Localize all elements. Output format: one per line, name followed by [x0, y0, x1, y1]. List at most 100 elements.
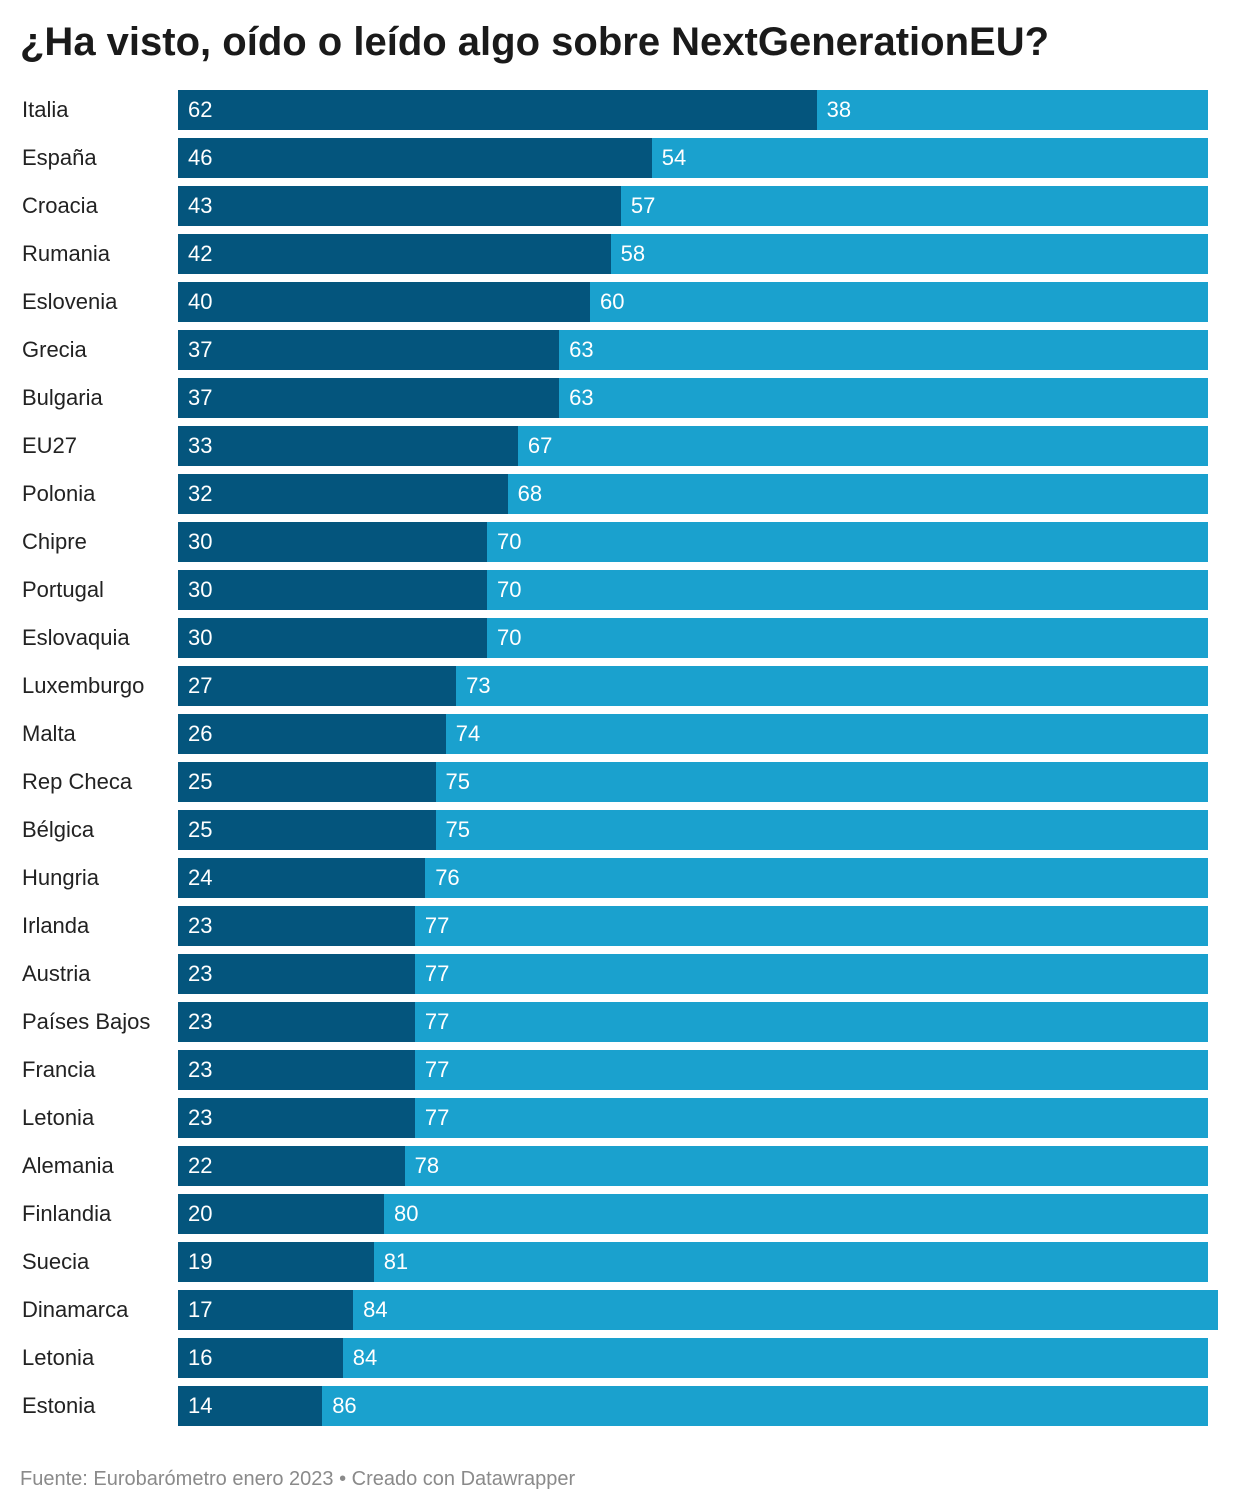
data-label: 58 — [620, 241, 646, 266]
bar-segment-series-2 — [414, 1098, 1208, 1138]
bar-segment-series-1 — [178, 234, 611, 274]
bar-row: Irlanda 23 77 — [0, 906, 1240, 946]
stacked-bar-chart: Italia 62 38 España 46 54 Croacia 43 57 Rumania 42… — [0, 90, 1240, 1426]
bar-segment-series-2 — [435, 762, 1208, 802]
bar-segment-series-2 — [414, 906, 1208, 946]
bar-segment-series-2 — [322, 1386, 1208, 1426]
data-label: 30 — [188, 625, 213, 650]
bar-row: Rep Checa 25 75 — [0, 762, 1240, 802]
bar-row: Croacia 43 57 — [0, 186, 1240, 226]
bar-row: España 46 54 — [0, 138, 1240, 178]
bar-row: Rumania 42 58 — [0, 234, 1240, 274]
data-label: 60 — [600, 289, 625, 314]
category-label: Estonia — [22, 1393, 96, 1418]
bar-segment-series-2 — [414, 954, 1208, 994]
category-label: Hungria — [22, 865, 100, 890]
category-label: Portugal — [22, 577, 104, 602]
data-label: 70 — [497, 529, 522, 554]
bar-segment-series-2 — [414, 1002, 1208, 1042]
bar-segment-series-1 — [178, 1290, 354, 1330]
data-label: 70 — [497, 625, 522, 650]
category-label: Bulgaria — [22, 385, 103, 410]
bar-segment-series-1 — [178, 522, 487, 562]
bar-row: Chipre 30 70 — [0, 522, 1240, 562]
bar-row: Polonia 32 68 — [0, 474, 1240, 514]
bar-row: Eslovenia 40 60 — [0, 282, 1240, 322]
bar-segment-series-1 — [178, 1242, 374, 1282]
category-label: Rumania — [22, 241, 111, 266]
bar-segment-series-2 — [435, 810, 1208, 850]
category-label: España — [22, 145, 97, 170]
bar-row: Bulgaria 37 63 — [0, 378, 1240, 418]
bar-row: Francia 23 77 — [0, 1050, 1240, 1090]
data-label: 30 — [188, 529, 213, 554]
bar-segment-series-2 — [487, 522, 1208, 562]
bar-segment-series-1 — [178, 378, 560, 418]
data-label: 27 — [188, 673, 213, 698]
data-label: 23 — [188, 961, 213, 986]
data-label: 68 — [517, 481, 543, 506]
bar-segment-series-1 — [178, 954, 415, 994]
data-label: 76 — [435, 865, 460, 890]
bar-segment-series-1 — [178, 906, 415, 946]
data-label: 26 — [188, 721, 213, 746]
bar-segment-series-1 — [178, 570, 487, 610]
data-label: 77 — [424, 961, 450, 986]
chart-title: ¿Ha visto, oído o leído algo sobre NextG… — [20, 20, 1050, 64]
bar-segment-series-1 — [178, 138, 652, 178]
data-label: 57 — [630, 193, 656, 218]
bar-row: Dinamarca 17 84 — [0, 1290, 1240, 1330]
bar-segment-series-2 — [425, 858, 1208, 898]
data-label: 77 — [424, 913, 450, 938]
category-label: Bélgica — [22, 817, 95, 842]
category-label: Irlanda — [22, 913, 90, 938]
bar-segment-series-1 — [178, 426, 518, 466]
data-label: 70 — [497, 577, 522, 602]
data-label: 23 — [188, 913, 213, 938]
data-label: 84 — [352, 1345, 378, 1370]
data-label: 17 — [188, 1297, 213, 1322]
data-label: 80 — [394, 1201, 419, 1226]
bar-segment-series-2 — [373, 1242, 1208, 1282]
bar-segment-series-2 — [414, 1050, 1208, 1090]
bar-segment-series-1 — [178, 330, 560, 370]
data-label: 23 — [188, 1009, 213, 1034]
data-label: 67 — [527, 433, 553, 458]
data-label: 86 — [332, 1393, 357, 1418]
bar-segment-series-2 — [517, 426, 1208, 466]
bar-segment-series-1 — [178, 666, 457, 706]
bar-row: Bélgica 25 75 — [0, 810, 1240, 850]
chart-source: Fuente: Eurobarómetro enero 2023 • Cread… — [20, 1468, 576, 1490]
bar-segment-series-2 — [559, 378, 1208, 418]
bar-segment-series-2 — [353, 1290, 1219, 1330]
category-label: Eslovaquia — [22, 625, 130, 650]
category-label: Malta — [22, 721, 76, 746]
bar-segment-series-2 — [610, 234, 1208, 274]
data-label: 37 — [188, 337, 213, 362]
data-label: 20 — [188, 1201, 213, 1226]
bar-segment-series-1 — [178, 1338, 343, 1378]
bar-row: Italia 62 38 — [0, 90, 1240, 130]
category-label: Luxemburgo — [22, 673, 145, 698]
bar-segment-series-1 — [178, 1194, 384, 1234]
bar-row: Países Bajos 23 77 — [0, 1002, 1240, 1042]
category-label: Chipre — [22, 529, 87, 554]
bar-segment-series-1 — [178, 186, 621, 226]
bar-row: Luxemburgo 27 73 — [0, 666, 1240, 706]
bar-row: Malta 26 74 — [0, 714, 1240, 754]
data-label: 24 — [188, 865, 213, 890]
bar-row: EU27 33 67 — [0, 426, 1240, 466]
category-label: Letonia — [22, 1105, 95, 1130]
bar-row: Hungria 24 76 — [0, 858, 1240, 898]
bar-segment-series-1 — [178, 1002, 415, 1042]
bar-row: Austria 23 77 — [0, 954, 1240, 994]
data-label: 22 — [188, 1153, 213, 1178]
bar-segment-series-2 — [487, 618, 1208, 658]
category-label: Grecia — [22, 337, 87, 362]
bar-row: Eslovaquia 30 70 — [0, 618, 1240, 658]
data-label: 32 — [188, 481, 213, 506]
bar-segment-series-2 — [620, 186, 1208, 226]
data-label: 63 — [569, 337, 594, 362]
data-label: 19 — [188, 1249, 213, 1274]
bar-segment-series-1 — [178, 762, 436, 802]
